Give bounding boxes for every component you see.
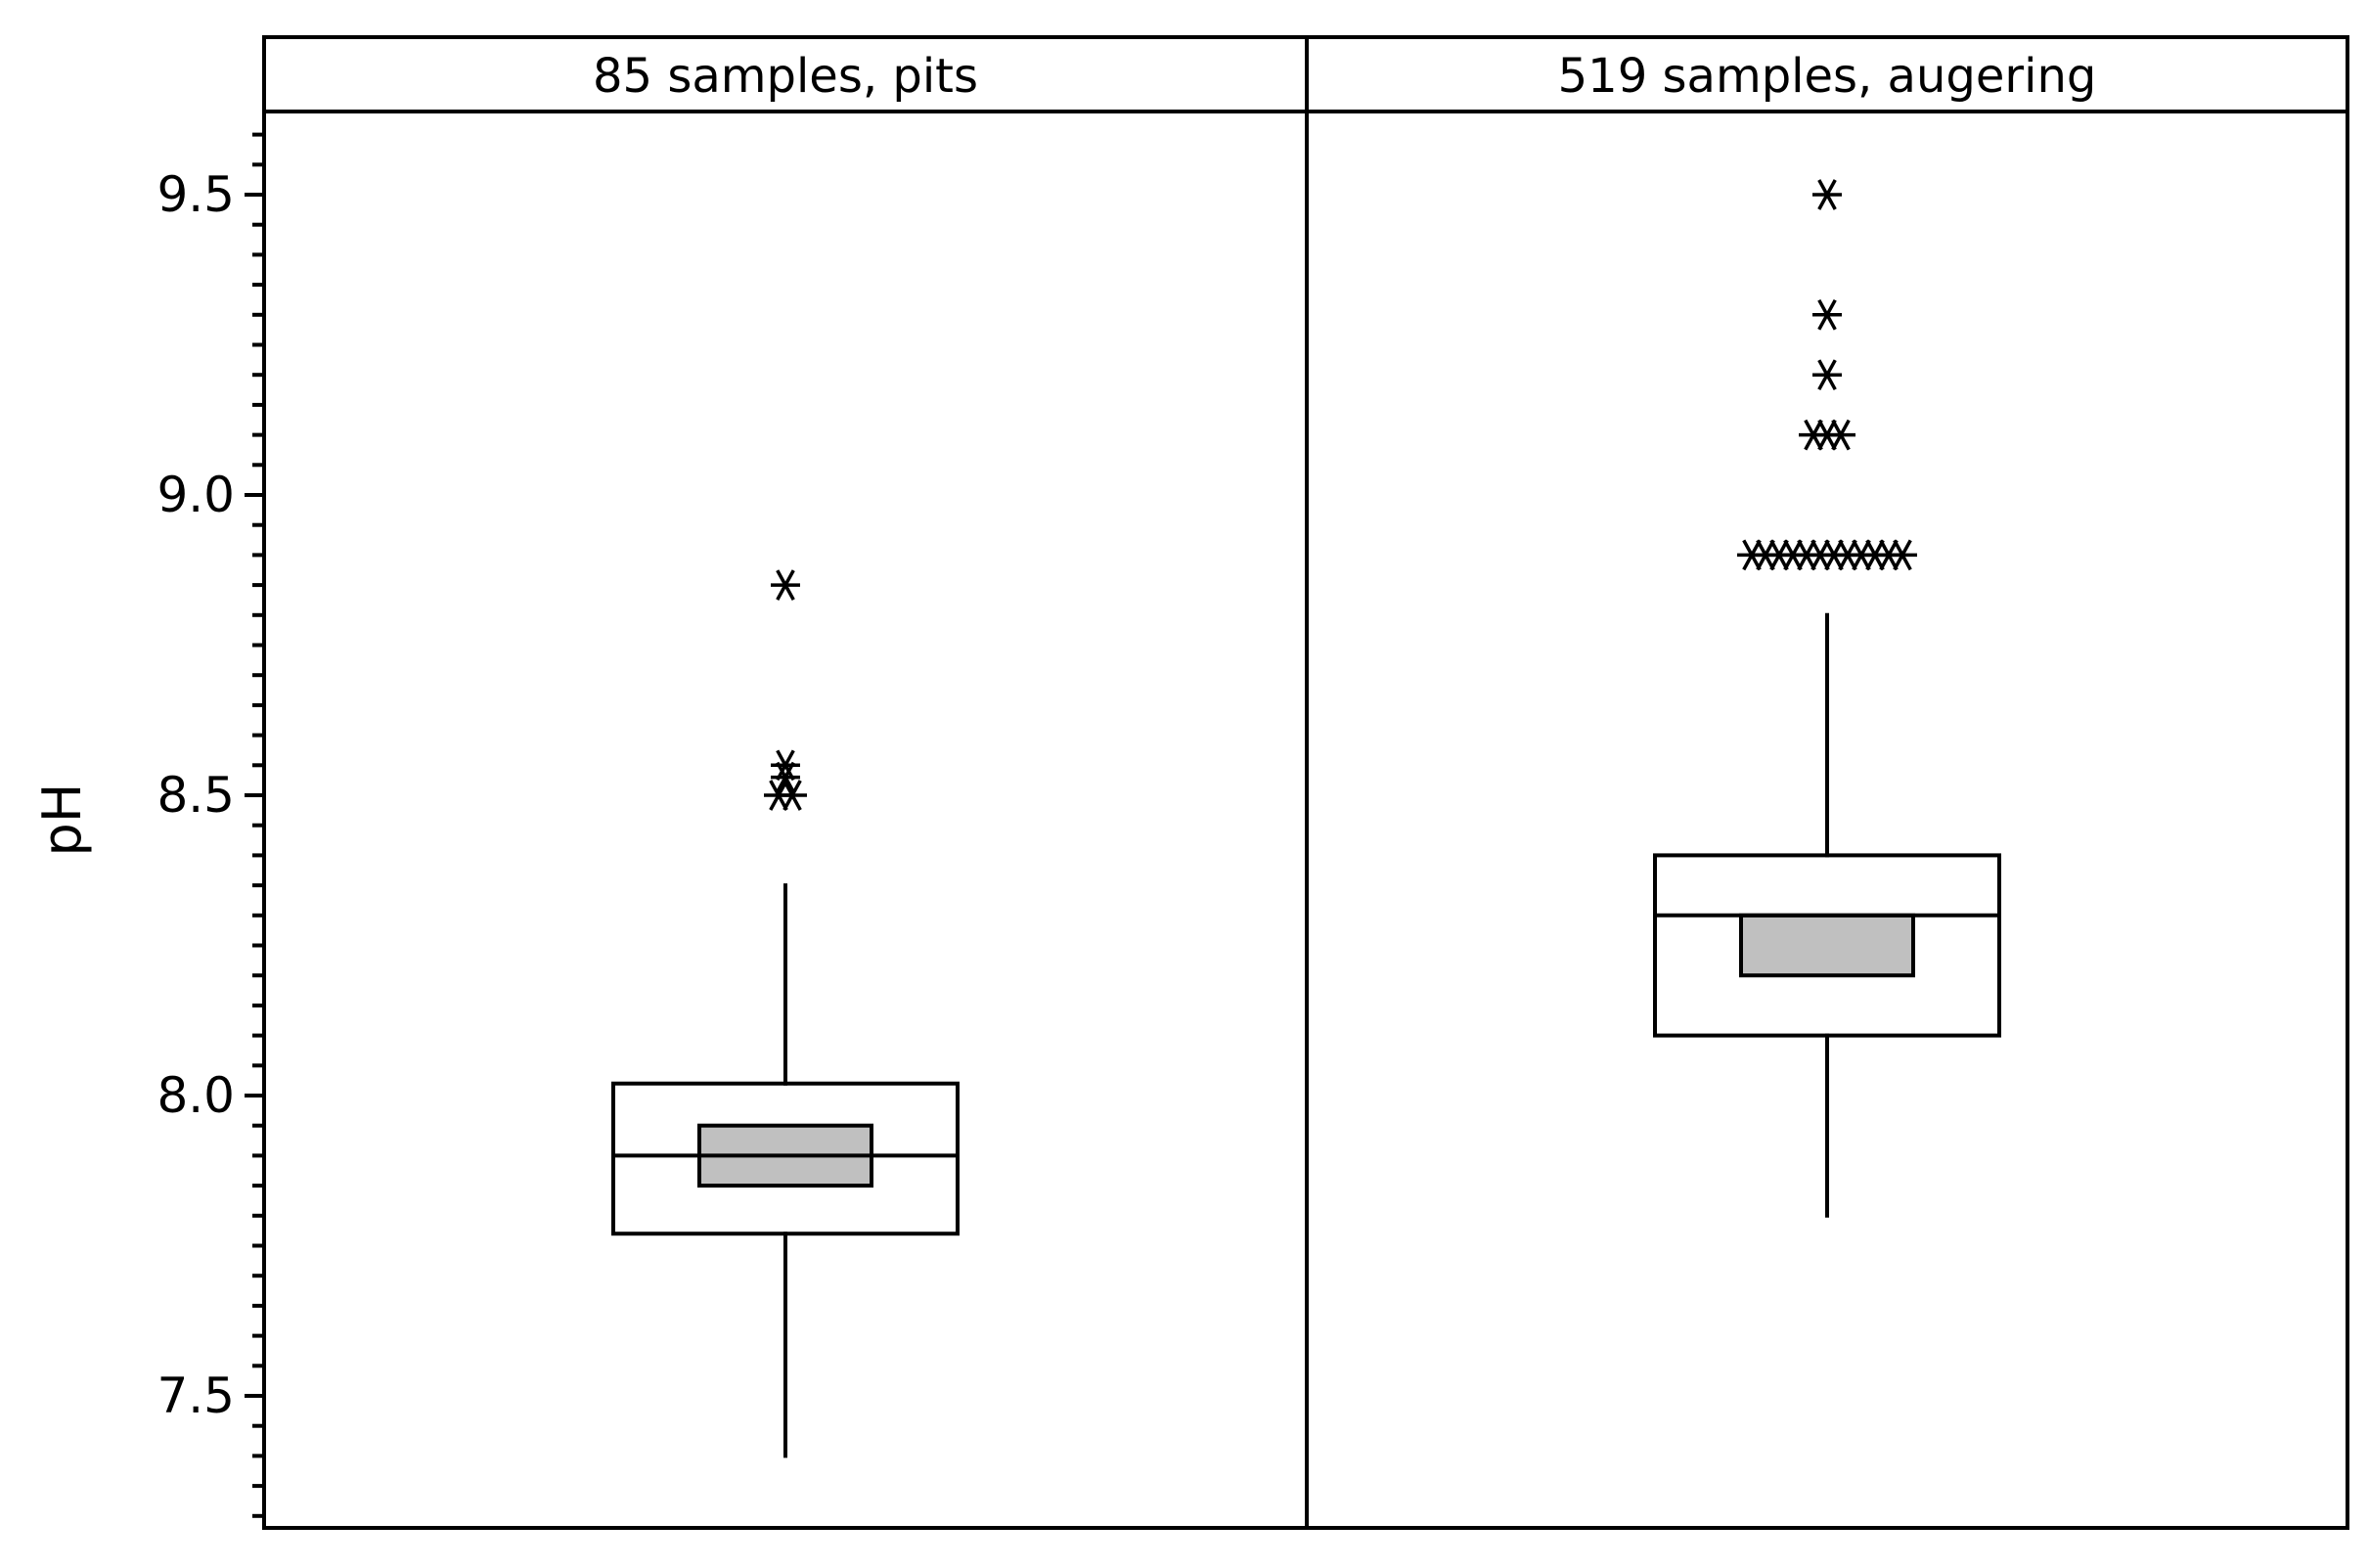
y-tick-label: 8.0 <box>156 1067 235 1124</box>
panel-header-label: 85 samples, pits <box>593 49 978 104</box>
outlier-marker <box>1888 539 1917 571</box>
outlier-stroke <box>776 569 795 601</box>
median-ci-box <box>1739 913 1915 978</box>
y-tick-label: 8.5 <box>156 767 235 824</box>
outlier-stroke <box>776 761 795 793</box>
outlier-marker <box>1826 419 1855 451</box>
y-tick-label: 9.0 <box>156 467 235 523</box>
outlier-marker <box>771 761 800 793</box>
y-axis-label: pH <box>31 784 93 857</box>
y-tick-label: 9.5 <box>156 166 235 223</box>
panel-header-label: 519 samples, augering <box>1558 49 2097 104</box>
outlier-stroke <box>776 749 795 782</box>
outlier-stroke <box>782 780 802 811</box>
outlier-stroke <box>1817 179 1837 210</box>
outlier-marker <box>1812 179 1842 210</box>
outlier-marker <box>778 780 807 811</box>
outlier-stroke <box>1893 539 1912 571</box>
outlier-marker <box>1812 298 1842 331</box>
outlier-stroke <box>1817 359 1837 391</box>
outlier-stroke <box>1831 419 1851 451</box>
outlier-marker <box>771 749 800 782</box>
y-tick-label: 7.5 <box>156 1367 235 1424</box>
outlier-stroke <box>1817 298 1837 331</box>
outlier-marker <box>771 569 800 601</box>
outlier-marker <box>1812 359 1842 391</box>
